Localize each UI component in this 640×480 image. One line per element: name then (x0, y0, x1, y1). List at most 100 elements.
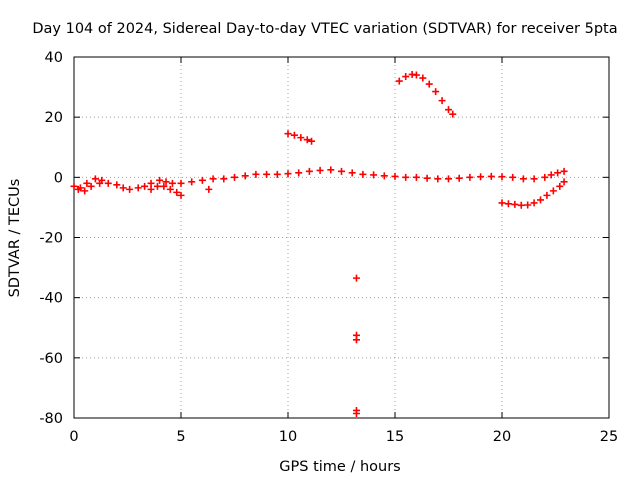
data-point (445, 175, 452, 183)
data-point (560, 178, 568, 186)
data-point (209, 175, 217, 183)
data-point (338, 167, 345, 175)
data-point (96, 179, 104, 187)
x-tick-label: 0 (69, 429, 78, 445)
data-point (70, 182, 78, 190)
data-point (511, 200, 519, 208)
data-point (74, 185, 82, 193)
data-point (402, 73, 410, 81)
data-point (81, 187, 89, 195)
data-point (498, 199, 506, 207)
data-point (198, 176, 206, 184)
data-point (449, 110, 457, 118)
data-point (412, 173, 420, 181)
series-arc-16h (395, 70, 457, 118)
data-point (308, 137, 316, 145)
series-arc-21h (498, 178, 568, 209)
data-point (547, 171, 555, 179)
data-point (141, 182, 149, 190)
data-point (87, 182, 95, 190)
y-tick-label: 40 (45, 50, 63, 66)
x-tick-label: 5 (176, 429, 185, 445)
data-point (537, 196, 545, 204)
data-point (419, 74, 427, 82)
data-point (438, 97, 446, 105)
axis-ticks: 0 5 10 15 20 25 -80 -60 -40 -20 0 20 40 (39, 50, 618, 445)
data-point (177, 191, 185, 199)
data-point (104, 179, 112, 187)
data-point (560, 167, 568, 175)
data-point (434, 175, 442, 183)
y-tick-label: -40 (39, 291, 63, 307)
data-point (126, 185, 134, 193)
data-point (241, 172, 249, 180)
data-point (290, 131, 298, 139)
data-point (549, 187, 557, 195)
data-point (370, 171, 378, 179)
data-point (352, 409, 360, 417)
y-tick-label: -60 (39, 351, 63, 367)
data-point (509, 173, 517, 181)
data-point (205, 185, 213, 193)
data-point (348, 169, 356, 177)
data-point (445, 106, 452, 114)
data-point (263, 170, 271, 178)
data-point (303, 136, 311, 144)
data-point (220, 175, 228, 183)
data-point (316, 166, 324, 174)
data-point (273, 170, 281, 178)
data-point (556, 182, 564, 190)
data-point (147, 179, 155, 187)
y-tick-label: 20 (45, 110, 63, 126)
data-point (162, 178, 170, 186)
data-point (305, 167, 313, 175)
data-point (188, 178, 196, 186)
data-point (498, 173, 506, 181)
data-point (432, 88, 440, 96)
data-point (487, 172, 495, 180)
data-point (168, 179, 176, 187)
data-point (160, 182, 168, 190)
series-outliers-13h (352, 274, 360, 417)
data-point (252, 170, 260, 178)
data-point (423, 174, 431, 182)
data-point (359, 170, 367, 178)
data-point (352, 336, 360, 344)
y-tick-label: 0 (54, 170, 63, 186)
data-point (541, 173, 549, 181)
data-point (134, 184, 142, 192)
data-point (284, 170, 292, 178)
data-point (519, 175, 527, 183)
x-axis-label: GPS time / hours (279, 459, 400, 475)
y-tick-label: -80 (39, 411, 63, 427)
data-point (380, 172, 388, 180)
data-point (554, 169, 562, 177)
data-point (295, 169, 303, 177)
data-point (297, 134, 305, 142)
data-point (517, 201, 525, 209)
data-point (466, 173, 474, 181)
data-point (455, 174, 463, 182)
data-point (425, 80, 433, 88)
series-main-baseline (70, 166, 568, 193)
data-point (530, 175, 538, 183)
chart-title: Day 104 of 2024, Sidereal Day-to-day VTE… (32, 21, 617, 37)
x-tick-label: 25 (600, 429, 618, 445)
data-point (156, 176, 164, 184)
x-tick-label: 15 (386, 429, 404, 445)
data-point (284, 130, 292, 138)
data-point (524, 201, 532, 209)
y-axis-label: SDTVAR / TECUs (7, 179, 23, 298)
data-point (530, 199, 538, 207)
data-point (352, 274, 360, 282)
data-point (119, 184, 127, 192)
data-point (113, 181, 121, 189)
data-point (402, 173, 410, 181)
data-point (173, 188, 181, 196)
data-point (504, 200, 512, 208)
data-point (91, 175, 99, 183)
data-points (70, 70, 568, 417)
data-point (543, 191, 551, 199)
data-point (166, 185, 174, 193)
